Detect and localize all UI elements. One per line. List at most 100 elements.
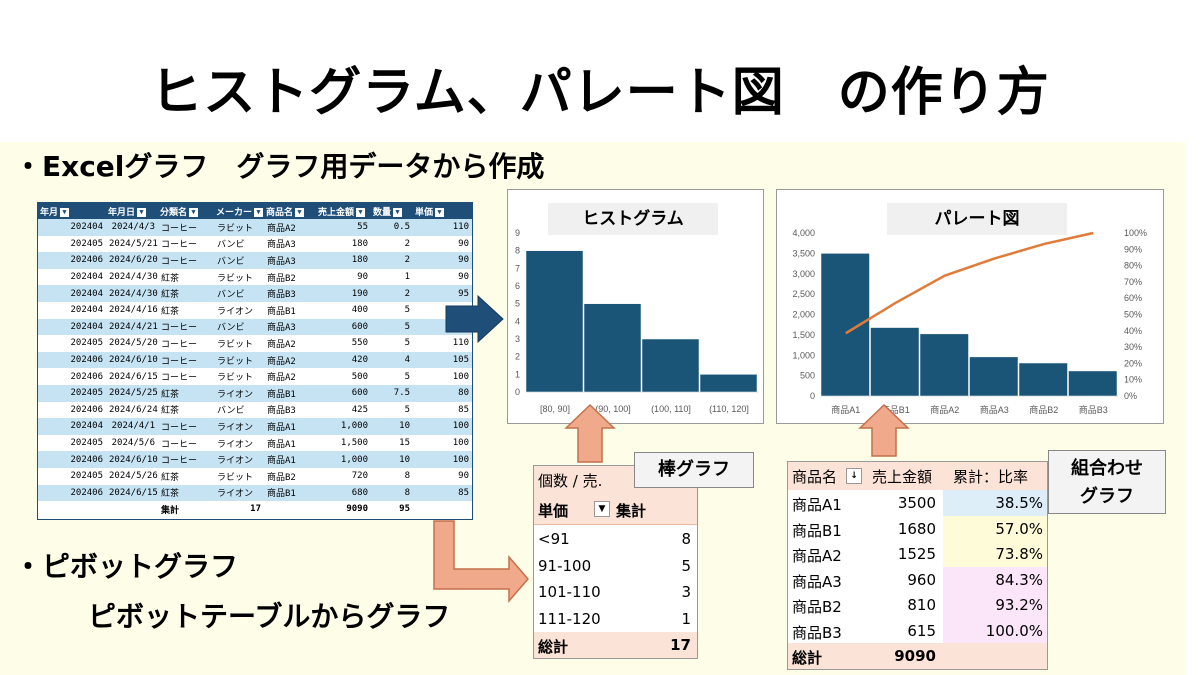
pivot-row-key: 111-120 (538, 609, 601, 628)
table-cell: 8 (371, 484, 413, 502)
table-cell: 商品A2 (264, 335, 316, 352)
source-table-header: 年月日 ▼ (106, 203, 158, 219)
table-cell: ライオン (214, 301, 264, 319)
table-cell: 80 (413, 384, 472, 402)
pivot-header-label: 個数 / 売. (538, 472, 603, 490)
filter-dropdown-icon[interactable]: ▼ (137, 207, 147, 217)
table-cell: 1,000 (316, 451, 371, 468)
combo-pct-value: 93.2% (995, 596, 1043, 614)
header-label: 売上金額 (318, 207, 355, 218)
y-tick-label: 1 (515, 369, 520, 379)
header-label: 単価 (415, 207, 434, 218)
table-cell: 202404 (38, 301, 106, 319)
table-row: 202404 2024/4/3 コーヒー ラビット 商品A2 55 0.5 110 (38, 219, 472, 236)
pivot-total-value: 17 (670, 636, 691, 654)
total-cell: 17 (214, 501, 264, 518)
header-label: 商品名 (266, 207, 294, 218)
table-cell: 5 (371, 318, 413, 336)
filter-dropdown-icon[interactable]: ▼ (60, 207, 70, 217)
combo-pct-value: 100.0% (985, 621, 1043, 640)
table-cell: 2024/5/21 (106, 235, 158, 253)
y2-tick-label: 0% (1124, 391, 1137, 401)
source-table-header: 売上金額 ▼ (316, 203, 371, 219)
table-cell: 202404 (38, 418, 106, 435)
filter-dropdown-icon[interactable]: ▼ (254, 207, 264, 217)
filter-dropdown-icon[interactable]: ▼ (594, 501, 610, 517)
combo-product-name: 商品A3 (792, 572, 842, 591)
combo-tag-line2: グラフ (1080, 486, 1134, 507)
table-cell: 2 (371, 235, 413, 253)
table-cell: 2024/5/25 (106, 384, 158, 402)
source-table-header: 商品名 ▼ (264, 203, 316, 219)
table-cell: 1,000 (316, 418, 371, 435)
table-cell: 180 (316, 252, 371, 269)
combo-pct-value: 57.0% (995, 519, 1043, 538)
table-cell: 500 (316, 368, 371, 385)
table-row: 202406 2024/6/15 コーヒー ラビット 商品A2 500 5 100 (38, 368, 472, 385)
table-cell: 2024/5/20 (106, 335, 158, 352)
x-tick-label: 商品A3 (980, 404, 1009, 415)
combo-sales-value: 1680 (897, 519, 936, 538)
pivot-row-key: 101-110 (538, 583, 601, 601)
table-cell: 110 (413, 219, 472, 236)
table-cell: 90 (413, 235, 472, 253)
table-cell: 600 (316, 318, 371, 336)
histogram-title: ヒストグラム (548, 203, 718, 235)
histogram-bar (641, 338, 700, 393)
table-row: 202406 2024/6/24 紅茶 バンビ 商品B3 425 5 85 (38, 401, 472, 419)
table-cell: 2024/4/1 (106, 418, 158, 435)
pivot-total-row: 総計 17 (534, 632, 697, 658)
table-row: 202404 2024/4/1 コーヒー ライオン 商品A1 1,000 10 100 (38, 418, 472, 435)
histogram-chart: ヒストグラム 0 1 2 3 4 5 6 7 8 9 [80, 90] (90, 100] (100, … (507, 189, 764, 424)
x-tick-label: (100, 110] (651, 404, 691, 414)
combo-data-row: 商品B3 615 100.0% (788, 617, 1047, 643)
table-cell: 2024/6/15 (106, 368, 158, 385)
header-label: 分類名 (160, 207, 188, 218)
pareto-plot: 0 500 1,000 1,500 2,000 2,500 3,000 3,500 4,000 0… (792, 228, 1147, 415)
combo-pct-value: 84.3% (995, 570, 1043, 589)
filter-dropdown-icon[interactable]: ▼ (295, 207, 305, 217)
x-tick-label: 商品B3 (1079, 404, 1108, 415)
combo-data-row: 商品A1 3500 38.5% (788, 490, 1047, 516)
table-cell: 550 (316, 335, 371, 352)
total-cell: 9090 (316, 501, 371, 518)
table-cell: ラビット (214, 351, 264, 369)
filter-dropdown-icon[interactable]: ▼ (435, 207, 445, 217)
table-cell: 2024/6/20 (106, 252, 158, 269)
filter-dropdown-icon[interactable]: ▼ (189, 207, 199, 217)
table-cell: 4 (371, 351, 413, 369)
table-cell: 720 (316, 467, 371, 485)
combo-pct-cell: 38.5% (943, 490, 1047, 516)
table-row: 202405 2024/5/26 紅茶 ラビット 商品B2 720 8 90 (38, 467, 472, 485)
pivot-subheader-row: 単価 ▼ 集計 (534, 494, 697, 525)
pivot-data-row: 101-110 3 (534, 579, 697, 605)
table-cell: 400 (316, 301, 371, 319)
y-tick-label: 5 (515, 299, 520, 309)
y-tick-label: 9 (515, 228, 520, 238)
table-cell: ライオン (214, 418, 264, 435)
table-cell: 7.5 (371, 384, 413, 402)
bullet-pivot-graph: ・ピボットグラフ (14, 550, 239, 583)
table-cell: 180 (316, 235, 371, 253)
table-cell: 90 (413, 268, 472, 286)
y-tick-label: 2,500 (792, 289, 815, 299)
y2-tick-label: 50% (1124, 310, 1142, 320)
table-cell: ラビット (214, 368, 264, 385)
table-cell: ライオン (214, 484, 264, 502)
table-cell: 2024/5/6 (106, 434, 158, 452)
filter-dropdown-icon[interactable]: ▼ (393, 207, 403, 217)
sort-dropdown-icon[interactable]: ↓ (846, 468, 862, 484)
table-cell: 商品A3 (264, 235, 316, 253)
table-cell: 商品B1 (264, 301, 316, 319)
combo-pct-cell: 73.8% (943, 541, 1047, 567)
table-cell: 1,500 (316, 434, 371, 452)
table-cell: 商品A2 (264, 219, 316, 236)
table-cell: 202405 (38, 335, 106, 352)
table-cell: 202404 (38, 285, 106, 302)
header-label: 数量 (373, 207, 392, 218)
combo-product-name: 商品B1 (792, 521, 842, 540)
table-cell: 202406 (38, 252, 106, 269)
filter-dropdown-icon[interactable]: ▼ (356, 207, 366, 217)
table-cell: 紅茶 (158, 285, 214, 302)
table-cell: 202404 (38, 318, 106, 336)
